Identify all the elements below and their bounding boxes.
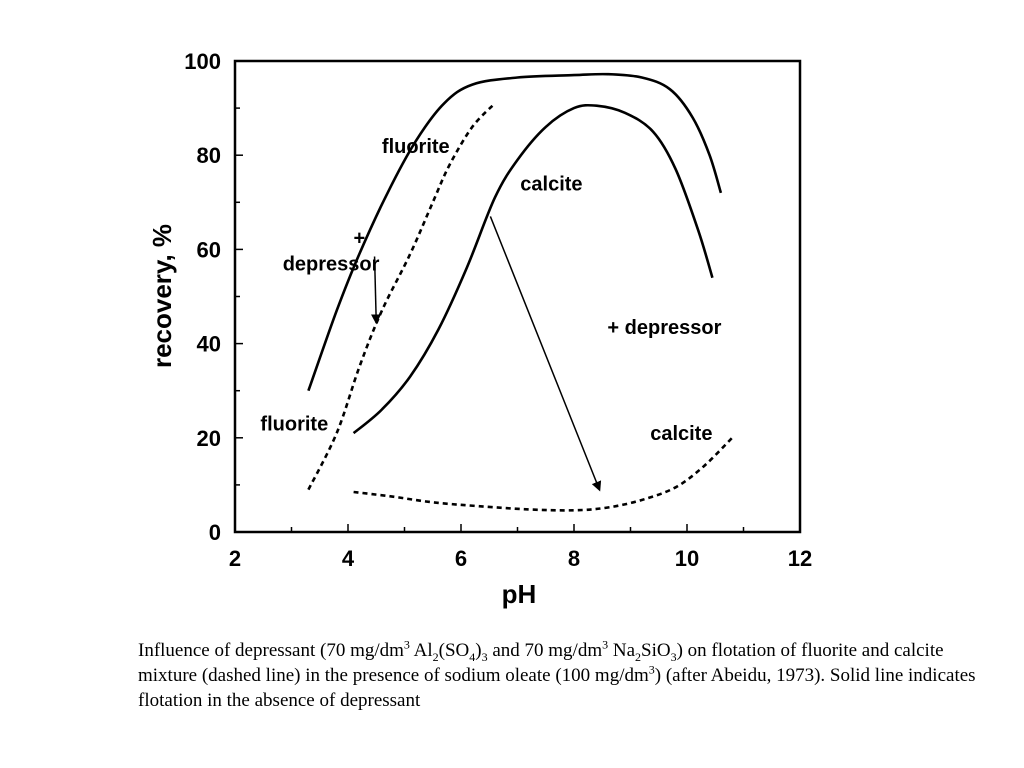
y-tick-label: 40 — [197, 332, 221, 357]
caption-sub: 2 — [432, 649, 439, 664]
x-tick-label: 10 — [675, 546, 699, 571]
caption-part: (SO — [438, 640, 470, 661]
x-tick-label: 12 — [788, 546, 812, 571]
annotation-label-depressor_right: + depressor — [607, 317, 721, 339]
figure-caption: Influence of depressant (70 mg/dm3 Al2(S… — [138, 638, 978, 713]
x-tick-label: 8 — [568, 546, 580, 571]
annotation-label-calcite_solid: calcite — [520, 174, 582, 196]
caption-part: Al — [409, 640, 433, 661]
series-line-calcite-solid — [352, 103, 714, 435]
axis-ticks: 2 4 6 8 10 12 0 20 40 60 80 100 — [184, 49, 812, 571]
y-tick-label: 0 — [209, 520, 221, 545]
y-tick-label: 100 — [184, 49, 221, 74]
series-line-fluorite-solid — [307, 72, 723, 392]
annotation-label-calcite_dashed: calcite — [650, 423, 712, 445]
annotation-arrow — [371, 256, 382, 325]
x-tick-label: 4 — [342, 546, 355, 571]
x-tick-label: 2 — [229, 546, 241, 571]
caption-sup: 3 — [403, 637, 410, 652]
caption-sup: 3 — [648, 662, 655, 677]
x-axis-title: pH — [502, 579, 537, 609]
y-tick-label: 20 — [197, 426, 221, 451]
annotation-label-plus_left: + — [353, 228, 365, 250]
caption-sup: 3 — [602, 637, 609, 652]
caption-sub: 3 — [670, 649, 677, 664]
caption-part: Na — [608, 640, 636, 661]
series-line-fluorite-dashed — [307, 102, 496, 491]
annotations-group: fluorite calcite + depressor + depressor fluo… — [260, 136, 721, 445]
caption-part: and 70 mg/dm — [487, 640, 603, 661]
y-tick-label: 60 — [197, 237, 221, 262]
annotation-label-depressor_left: depressor — [283, 254, 380, 276]
annotation-label-fluorite_dashed: fluorite — [260, 414, 328, 436]
caption-sub: 3 — [481, 649, 488, 664]
series-group — [307, 72, 734, 512]
annotation-label-fluorite_solid: fluorite — [382, 136, 450, 158]
plot-frame — [233, 59, 802, 534]
caption-sub: 4 — [469, 649, 476, 664]
caption-part: Influence of depressant (70 mg/dm — [138, 640, 404, 661]
x-tick-label: 6 — [455, 546, 467, 571]
caption-part: ) on flotation of fluorite and calcite m… — [138, 640, 944, 686]
caption-part: ) (after Abeidu, 1973). Solid line indic… — [138, 665, 976, 711]
caption-part: SiO — [641, 640, 671, 661]
series-line-calcite-dashed — [353, 436, 734, 512]
arrows-group — [371, 216, 602, 492]
annotation-arrow — [489, 216, 602, 492]
y-axis-title: recovery, % — [147, 224, 177, 368]
caption-sub: 2 — [635, 649, 642, 664]
y-tick-label: 80 — [197, 143, 221, 168]
caption-part: ) — [475, 640, 482, 661]
flotation-chart: 2 4 6 8 10 12 0 20 40 60 80 100 fluorite calcite + dep… — [147, 49, 812, 609]
